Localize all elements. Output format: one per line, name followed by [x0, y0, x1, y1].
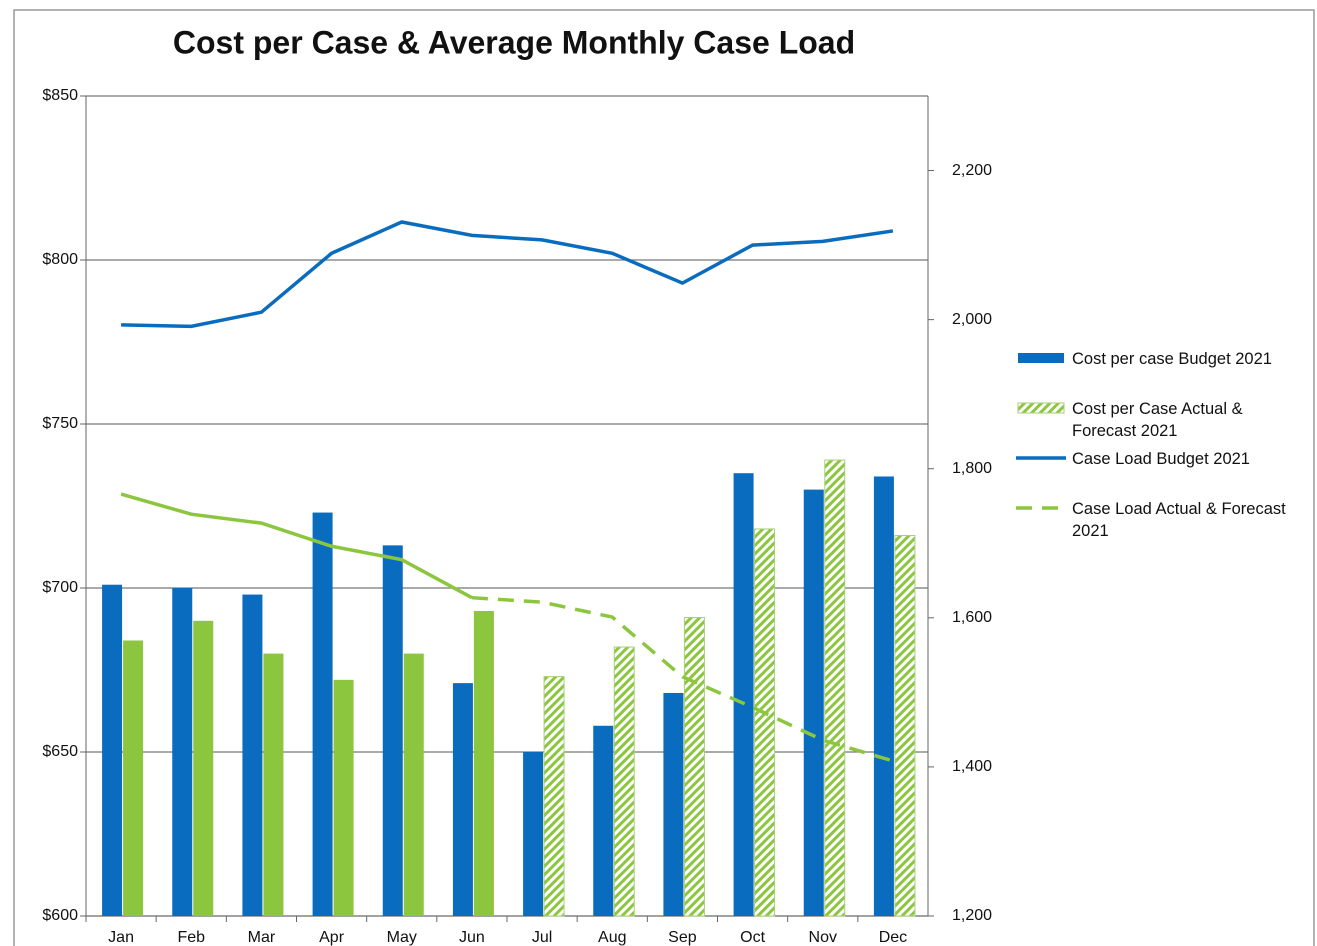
bar: [754, 528, 776, 917]
x-tick-label: Jan: [108, 929, 134, 946]
y2-tick-label: 2,200: [952, 162, 992, 179]
bar: [193, 620, 214, 916]
y2-tick-label: 1,400: [952, 758, 992, 775]
line: [471, 595, 894, 763]
x-tick-label: Sep: [668, 929, 697, 946]
x-tick-label: Jul: [532, 929, 552, 946]
bar: [663, 692, 684, 916]
legend-swatch-fill: [1017, 402, 1065, 414]
y-tick-label: $650: [42, 743, 78, 760]
x-tick-label: Oct: [740, 929, 765, 946]
bar: [172, 588, 193, 916]
bar: [593, 725, 614, 916]
line: [120, 492, 473, 600]
bar: [123, 640, 144, 916]
y-tick-label: $850: [42, 87, 78, 104]
y2-tick-label: 1,200: [952, 907, 992, 924]
y-tick-label: $600: [42, 907, 78, 924]
bar: [312, 512, 333, 916]
bar: [543, 676, 565, 917]
bar: [824, 459, 846, 917]
bar: [382, 545, 403, 916]
bar: [473, 610, 494, 916]
legend-item: Case Load Actual & Forecast 2021: [1016, 498, 1306, 542]
bar: [102, 584, 123, 916]
bar: [263, 653, 284, 916]
x-tick-label: Feb: [177, 929, 205, 946]
y-tick-label: $750: [42, 415, 78, 432]
legend-label: Cost per case Budget 2021: [1072, 350, 1272, 368]
y2-tick-label: 2,000: [952, 311, 992, 328]
legend-label: Case Load Budget 2021: [1072, 450, 1250, 468]
x-tick-label: Nov: [809, 929, 837, 946]
legend-label: Case Load Actual & Forecast 2021: [1072, 500, 1286, 540]
legend-swatch-fill: [1018, 353, 1064, 363]
legend-swatch: [1017, 402, 1065, 414]
bar: [733, 473, 754, 916]
bar: [613, 646, 635, 917]
legend: Cost per case Budget 2021 Cost per Case A…: [1016, 348, 1306, 542]
x-tick-label: May: [387, 929, 417, 946]
x-tick-label: Aug: [598, 929, 626, 946]
y-tick-label: $700: [42, 579, 78, 596]
chart-title: Cost per Case & Average Monthly Case Loa…: [173, 24, 855, 60]
legend-swatch: [1016, 506, 1066, 510]
bar: [523, 752, 544, 916]
bar: [683, 617, 705, 917]
x-tick-label: Dec: [879, 929, 907, 946]
y2-tick-label: 1,600: [952, 609, 992, 626]
bar: [803, 489, 824, 916]
bar: [452, 683, 473, 916]
x-tick-label: Apr: [319, 929, 345, 946]
frame: [13, 9, 1315, 946]
y2-tick-label: 1,800: [952, 460, 992, 477]
bar: [403, 653, 424, 916]
legend-item: Case Load Budget 2021: [1016, 448, 1306, 470]
legend-swatch: [1016, 456, 1066, 460]
x-tick-label: Mar: [248, 929, 276, 946]
line: [121, 220, 894, 329]
legend-label: Cost per Case Actual & Forecast 2021: [1072, 400, 1243, 440]
legend-item: Cost per Case Actual & Forecast 2021: [1016, 398, 1306, 442]
legend-swatch: [1018, 353, 1064, 363]
y-tick-label: $800: [42, 251, 78, 268]
bar: [333, 679, 354, 916]
bar: [242, 594, 263, 916]
bar: [873, 476, 894, 916]
bar: [894, 535, 916, 917]
legend-item: Cost per case Budget 2021: [1016, 348, 1306, 370]
x-tick-label: Jun: [459, 929, 485, 946]
